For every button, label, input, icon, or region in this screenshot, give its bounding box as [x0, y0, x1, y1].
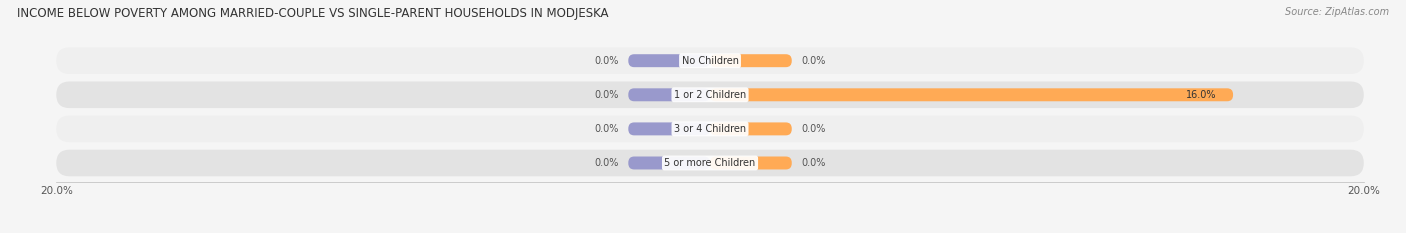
Text: No Children: No Children: [682, 56, 738, 66]
Text: 0.0%: 0.0%: [595, 56, 619, 66]
FancyBboxPatch shape: [56, 82, 1364, 108]
FancyBboxPatch shape: [56, 47, 1364, 74]
FancyBboxPatch shape: [628, 54, 710, 67]
FancyBboxPatch shape: [710, 122, 792, 135]
Text: 0.0%: 0.0%: [595, 124, 619, 134]
Text: 0.0%: 0.0%: [595, 90, 619, 100]
Text: 16.0%: 16.0%: [1187, 90, 1216, 100]
FancyBboxPatch shape: [56, 150, 1364, 176]
FancyBboxPatch shape: [710, 157, 792, 169]
FancyBboxPatch shape: [710, 54, 792, 67]
FancyBboxPatch shape: [628, 88, 710, 101]
FancyBboxPatch shape: [56, 116, 1364, 142]
Text: 0.0%: 0.0%: [801, 56, 825, 66]
FancyBboxPatch shape: [710, 88, 1233, 101]
Text: 3 or 4 Children: 3 or 4 Children: [673, 124, 747, 134]
Text: 0.0%: 0.0%: [595, 158, 619, 168]
Text: Source: ZipAtlas.com: Source: ZipAtlas.com: [1285, 7, 1389, 17]
Text: 5 or more Children: 5 or more Children: [665, 158, 755, 168]
Text: 0.0%: 0.0%: [801, 124, 825, 134]
FancyBboxPatch shape: [628, 122, 710, 135]
Text: INCOME BELOW POVERTY AMONG MARRIED-COUPLE VS SINGLE-PARENT HOUSEHOLDS IN MODJESK: INCOME BELOW POVERTY AMONG MARRIED-COUPL…: [17, 7, 609, 20]
Text: 1 or 2 Children: 1 or 2 Children: [673, 90, 747, 100]
Text: 0.0%: 0.0%: [801, 158, 825, 168]
FancyBboxPatch shape: [628, 157, 710, 169]
